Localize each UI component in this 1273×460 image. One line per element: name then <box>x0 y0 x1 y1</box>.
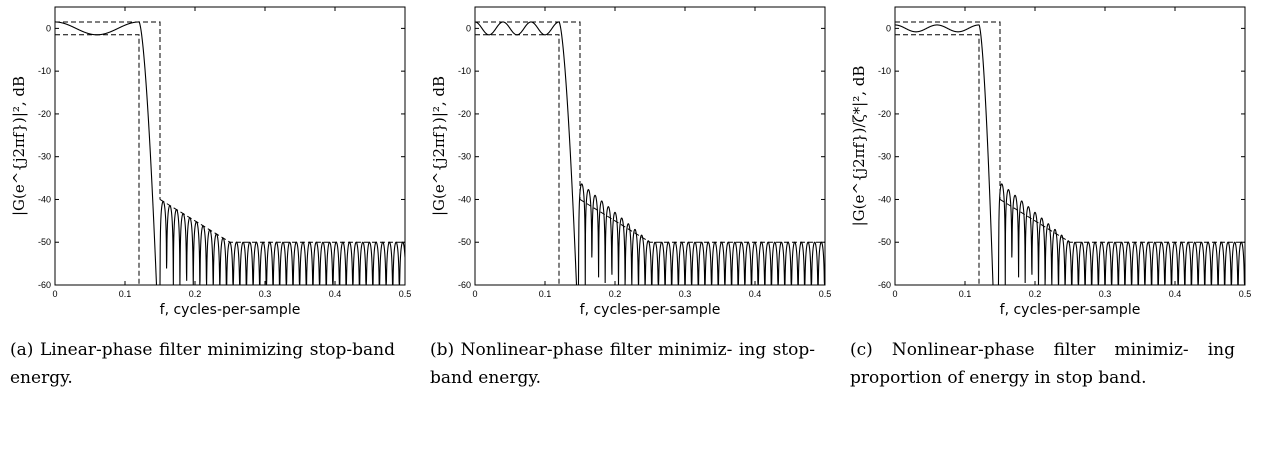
caption-b: (b) Nonlinear-phase filter minimiz- ing … <box>430 340 815 388</box>
y-tick-label: -10 <box>38 66 51 76</box>
plot-area: 0 0.1 0.2 0.3 0.4 0.5 0 -10 -20 -30 -40 -50 -60 f, cy… <box>10 6 412 318</box>
panel-a: 0 0.1 0.2 0.3 0.4 0.5 0 -10 -20 -30 -40 -50 -60 f, cy… <box>0 0 420 460</box>
axes-frame <box>894 6 1246 286</box>
mask-lower-passband <box>55 34 140 285</box>
y-tick-label: -30 <box>878 152 891 162</box>
plot-area: 0 0.1 0.2 0.3 0.4 0.5 0 -10 -20 -30 -40 -50 -60 f, cy… <box>430 6 832 318</box>
x-tick-label: 0.5 <box>819 289 832 299</box>
y-tick-label: -40 <box>878 194 891 204</box>
x-axis-label: f, cycles-per-sample <box>1000 302 1141 318</box>
y-tick-label: 0 <box>886 23 891 33</box>
y-tick-label: 0 <box>46 23 51 33</box>
chart-b: 0 0.1 0.2 0.3 0.4 0.5 0 -10 -20 -30 -40 -50 -60 f, cy… <box>430 6 832 318</box>
caption-c: (c) Nonlinear-phase filter minimiz- ing … <box>850 340 1235 388</box>
y-tick-label: -50 <box>38 237 51 247</box>
x-tick-label: 0.3 <box>259 289 272 299</box>
y-tick-label: -30 <box>458 152 471 162</box>
chart-a: 0 0.1 0.2 0.3 0.4 0.5 0 -10 -20 -30 -40 -50 -60 f, cy… <box>10 6 412 318</box>
y-tick-label: -10 <box>878 66 891 76</box>
x-axis-label: f, cycles-per-sample <box>160 302 301 318</box>
mask-stopband-bound <box>159 199 405 243</box>
x-tick-label: 0.2 <box>1029 289 1042 299</box>
y-tick-label: -40 <box>458 194 471 204</box>
mask-lower-passband <box>895 34 980 285</box>
x-tick-label: 0.4 <box>1169 289 1182 299</box>
y-tick-label: -50 <box>458 237 471 247</box>
x-tick-label: 0.2 <box>609 289 622 299</box>
x-tick-label: 0.1 <box>539 289 552 299</box>
y-axis-label: |G(e^{j2πf})/ζ*|², dB <box>850 66 868 227</box>
response-curve <box>895 24 1245 285</box>
x-tick-label: 0.5 <box>1239 289 1252 299</box>
x-tick-label: 0.1 <box>959 289 972 299</box>
x-tick-label: 0.3 <box>1099 289 1112 299</box>
x-tick-label: 0.3 <box>679 289 692 299</box>
y-axis-label: |G(e^{j2πf})|², dB <box>10 76 28 216</box>
x-tick-label: 0 <box>892 289 897 299</box>
mask-upper-passband <box>55 21 161 200</box>
panel-c: 0 0.1 0.2 0.3 0.4 0.5 0 -10 -20 -30 -40 -50 -60 f, cy… <box>840 0 1260 460</box>
mask-stopband-bound <box>999 199 1245 243</box>
y-axis-label: |G(e^{j2πf})|², dB <box>430 76 448 216</box>
y-tick-label: -40 <box>38 194 51 204</box>
y-tick-label: -20 <box>38 109 51 119</box>
x-tick-label: 0.5 <box>399 289 412 299</box>
x-axis-label: f, cycles-per-sample <box>580 302 721 318</box>
mask-upper-passband <box>475 21 581 200</box>
axes-frame <box>54 6 406 286</box>
mask-lower-passband <box>475 34 560 285</box>
x-tick-label: 0 <box>52 289 57 299</box>
y-tick-label: -30 <box>38 152 51 162</box>
response-curve <box>55 21 405 285</box>
y-tick-label: -50 <box>878 237 891 247</box>
mask-stopband-bound <box>579 199 825 243</box>
y-tick-label: -20 <box>458 109 471 119</box>
panel-b: 0 0.1 0.2 0.3 0.4 0.5 0 -10 -20 -30 -40 -50 -60 f, cy… <box>420 0 840 460</box>
response-curve <box>475 21 825 285</box>
y-tick-label: -60 <box>878 280 891 290</box>
y-tick-label: -60 <box>458 280 471 290</box>
plot-area: 0 0.1 0.2 0.3 0.4 0.5 0 -10 -20 -30 -40 -50 -60 f, cy… <box>850 6 1252 318</box>
chart-c: 0 0.1 0.2 0.3 0.4 0.5 0 -10 -20 -30 -40 -50 -60 f, cy… <box>850 6 1252 318</box>
x-tick-label: 0.4 <box>329 289 342 299</box>
x-tick-label: 0.4 <box>749 289 762 299</box>
y-tick-label: -60 <box>38 280 51 290</box>
axes-frame <box>474 6 826 286</box>
x-tick-label: 0.2 <box>189 289 202 299</box>
caption-a: (a) Linear-phase filter minimizing stop-… <box>10 340 395 388</box>
mask-upper-passband <box>895 21 1001 200</box>
y-tick-label: -10 <box>458 66 471 76</box>
y-tick-label: -20 <box>878 109 891 119</box>
y-tick-label: 0 <box>466 23 471 33</box>
x-tick-label: 0.1 <box>119 289 132 299</box>
x-tick-label: 0 <box>472 289 477 299</box>
